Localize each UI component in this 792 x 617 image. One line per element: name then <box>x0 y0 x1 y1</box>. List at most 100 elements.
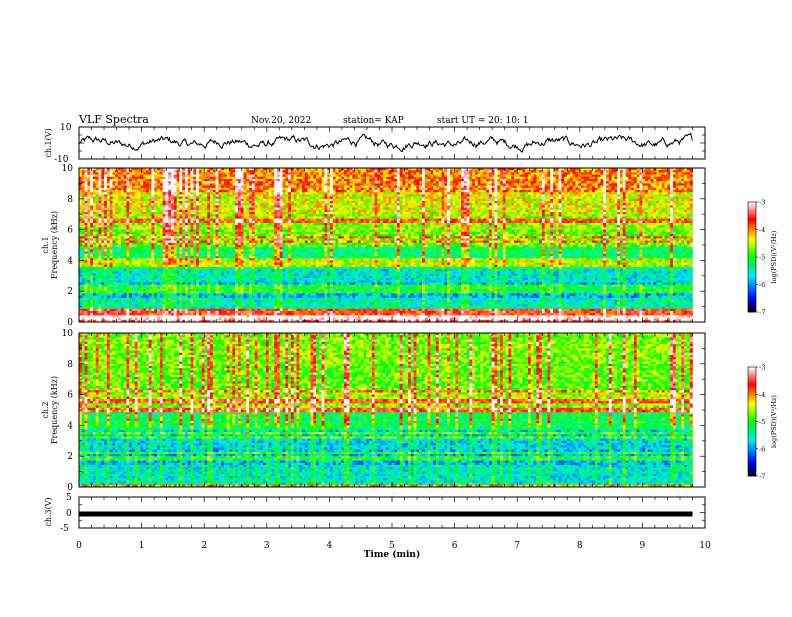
spectrogram-cell <box>174 181 177 184</box>
spectrogram-cell <box>600 175 603 178</box>
spectrogram-cell <box>428 212 431 215</box>
spectrogram-cell <box>185 188 188 191</box>
spectrogram-cell <box>202 205 205 208</box>
spectrogram-cell <box>648 201 651 204</box>
spectrogram-cell <box>191 170 194 173</box>
spectrogram-cell <box>614 183 617 186</box>
spectrogram-cell <box>626 214 629 217</box>
spectrogram-cell <box>165 181 168 184</box>
spectrogram-cell <box>511 210 514 213</box>
spectrogram-cell <box>260 170 263 173</box>
spectrogram-cell <box>659 170 662 173</box>
spectrogram-cell <box>280 203 283 206</box>
spectrogram-cell <box>344 205 347 208</box>
spectrogram-cell <box>391 199 394 202</box>
spectrogram-cell <box>96 188 99 191</box>
spectrogram-cell <box>651 179 654 182</box>
spectrogram-cell <box>467 186 470 189</box>
spectrogram-cell <box>573 210 576 213</box>
spectrogram-cell <box>285 181 288 184</box>
spectrogram-cell <box>202 197 205 200</box>
spectrogram-cell <box>235 208 238 211</box>
spectrogram-cell <box>132 179 135 182</box>
spectrogram-cell <box>132 181 135 184</box>
spectrogram-cell <box>126 188 129 191</box>
spectrogram-cell <box>305 205 308 208</box>
spectrogram-cell <box>651 181 654 184</box>
spectrogram-cell <box>152 179 155 182</box>
spectrogram-cell <box>464 208 467 211</box>
figure-station: station= KAP <box>343 116 404 126</box>
spectrogram-cell <box>257 208 260 211</box>
spectrogram-cell <box>595 175 598 178</box>
spectrogram-cell <box>589 210 592 213</box>
spectrogram-cell <box>333 175 336 178</box>
spectrogram-cell <box>550 201 553 204</box>
spectrogram-cell <box>461 197 464 200</box>
spectrogram-cell <box>241 175 244 178</box>
spectrogram-cell <box>101 177 104 180</box>
spectrogram-cell <box>82 172 85 175</box>
spectrogram-cell <box>338 201 341 204</box>
spectrogram-cell <box>249 197 252 200</box>
spectrogram-cell <box>578 181 581 184</box>
spectrogram-cell <box>472 175 475 178</box>
spectrogram-cell <box>489 199 492 202</box>
spectrogram-cell <box>570 203 573 206</box>
spectrogram-cell <box>651 194 654 197</box>
spectrogram-cell <box>670 194 673 197</box>
spectrogram-cell <box>238 175 241 178</box>
spectrogram-cell <box>297 214 300 217</box>
spectrogram-cell <box>308 201 311 204</box>
spectrogram-cell <box>383 205 386 208</box>
spectrogram-cell <box>433 201 436 204</box>
spectrogram-cell <box>436 197 439 200</box>
spectrogram-cell <box>152 208 155 211</box>
spectrogram-cell <box>567 194 570 197</box>
spectrogram-cell <box>595 203 598 206</box>
spectrogram-cell <box>124 170 127 173</box>
spectrogram-cell <box>394 212 397 215</box>
spectrogram-cell <box>171 186 174 189</box>
spectrogram-cell <box>414 212 417 215</box>
spectrogram-cell <box>338 210 341 213</box>
spectrogram-cell <box>297 201 300 204</box>
spectrogram-cell <box>598 188 601 191</box>
ch1-waveform-ticks <box>79 127 705 159</box>
spectrogram-cell <box>626 199 629 202</box>
spectrogram-cell <box>336 210 339 213</box>
spectrogram-cell <box>277 188 280 191</box>
spectrogram-cell <box>257 201 260 204</box>
spectrogram-cell <box>520 175 523 178</box>
spectrogram-cell <box>135 201 138 204</box>
spectrogram-cell <box>283 197 286 200</box>
spectrogram-cell <box>152 190 155 193</box>
spectrogram-cell <box>534 190 537 193</box>
spectrogram-cell <box>82 194 85 197</box>
spectrogram-cell <box>171 175 174 178</box>
spectrogram-cell <box>402 208 405 211</box>
spectrogram-cell <box>455 190 458 193</box>
spectrogram-cell <box>313 183 316 186</box>
spectrogram-cell <box>570 190 573 193</box>
spectrogram-cell <box>534 186 537 189</box>
spectrogram-cell <box>606 170 609 173</box>
spectrogram-cell <box>478 203 481 206</box>
spectrogram-cell <box>82 175 85 178</box>
spectrogram-cell <box>352 170 355 173</box>
spectrogram-cell <box>316 175 319 178</box>
spectrogram-cell <box>617 172 620 175</box>
spectrogram-cell <box>341 201 344 204</box>
spectrogram-cell <box>157 170 160 173</box>
spectrogram-cell <box>319 183 322 186</box>
spectrogram-cell <box>606 214 609 217</box>
spectrogram-cell <box>352 205 355 208</box>
spectrogram-cell <box>107 175 110 178</box>
spectrogram-cell <box>369 214 372 217</box>
spectrogram-cell <box>96 212 99 215</box>
spectrogram-cell <box>520 197 523 200</box>
spectrogram-cell <box>520 181 523 184</box>
spectrogram-cell <box>347 177 350 180</box>
spectrogram-cell <box>118 208 121 211</box>
spectrogram-cell <box>497 203 500 206</box>
